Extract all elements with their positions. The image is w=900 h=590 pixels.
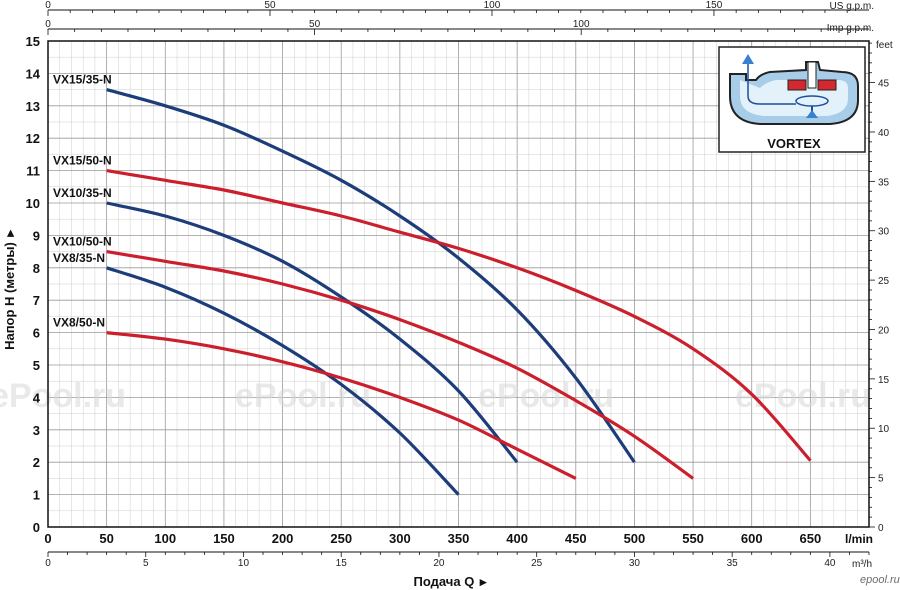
m3h-tick-label: 5 (143, 558, 149, 569)
m3h-tick-label: 20 (433, 558, 445, 569)
watermark-text: ePool.ru (0, 377, 126, 415)
imp-gpm-unit: Imp g.p.m. (827, 23, 874, 34)
series-label-vx15-35-n: VX15/35-N (53, 73, 112, 87)
watermark-text: ePool.ru (235, 377, 371, 415)
y-tick-label: 1 (33, 488, 40, 503)
x-tick-label: 250 (330, 531, 352, 546)
y-tick-label: 5 (33, 358, 40, 373)
y-tick-label: 8 (33, 261, 40, 276)
curve-vx8-50-n (106, 331, 577, 480)
y-axis-arrow: ▸ (2, 229, 17, 238)
x-tick-label: 500 (624, 531, 646, 546)
y-tick-label: 9 (33, 228, 40, 243)
series-label-vx8-50-n: VX8/50-N (53, 316, 105, 330)
feet-tick-label: 15 (878, 375, 890, 386)
feet-tick-label: 5 (878, 474, 884, 485)
x-unit-label: l/min (845, 532, 873, 546)
feet-tick-label: 40 (878, 128, 890, 139)
imp-gpm-tick-label: 100 (573, 19, 590, 30)
m3h-tick-label: 0 (45, 558, 51, 569)
y-axis-title: Напор H (метры) ▸ (2, 229, 17, 350)
x-tick-label: 200 (272, 531, 294, 546)
x-tick-label: 50 (99, 531, 113, 546)
feet-tick-label: 0 (878, 523, 884, 534)
m3h-tick-label: 30 (629, 558, 641, 569)
y-tick-label: 0 (33, 520, 40, 535)
corner-logo: epool.ru (860, 574, 900, 586)
us-gpm-tick-label: 100 (484, 0, 501, 11)
y-tick-label: 6 (33, 326, 40, 341)
y-tick-label: 3 (33, 423, 40, 438)
feet-unit: feet (876, 40, 893, 51)
series-label-vx15-50-n: VX15/50-N (53, 154, 112, 168)
m3h-tick-label: 15 (336, 558, 348, 569)
feet-tick-label: 35 (878, 177, 890, 188)
y-tick-label: 12 (26, 131, 40, 146)
imp-gpm-tick-label: 0 (45, 19, 51, 30)
m3h-tick-label: 40 (824, 558, 836, 569)
feet-tick-label: 25 (878, 276, 890, 287)
curve-vx8-35-n (106, 266, 460, 496)
inset-title: VORTEX (767, 136, 821, 151)
curve-vx15-35-n (106, 88, 636, 464)
feet-tick-label: 20 (878, 325, 890, 336)
watermark-text: ePool.ru (735, 377, 871, 415)
y-tick-label: 7 (33, 293, 40, 308)
feet-tick-label: 30 (878, 227, 890, 238)
series-label-vx10-50-n: VX10/50-N (53, 235, 112, 249)
x-axis-title: Подача Q ▸ (414, 574, 488, 589)
us-gpm-tick-label: 150 (706, 0, 723, 11)
feet-tick-label: 45 (878, 79, 890, 90)
x-tick-label: 350 (448, 531, 470, 546)
bottom-axes: 0 50 100 150 200 250 300 350 400 450 500 550 600 650 l… (44, 531, 873, 589)
x-tick-label: 600 (741, 531, 763, 546)
series-labels: VX15/35-N VX15/50-N VX10/35-N VX10/50-N VX8/… (53, 73, 112, 330)
x-tick-label: 450 (565, 531, 587, 546)
vortex-inset: VORTEX (718, 46, 866, 153)
plot-frame (47, 40, 870, 528)
top-axes: 0 50 100 150 0 50 100 US g.p.m. Imp g.p.m. (45, 0, 874, 35)
y-tick-label: 15 (26, 34, 40, 49)
imp-gpm-tick-label: 50 (309, 19, 321, 30)
series-label-vx8-35-n: VX8/35-N (53, 251, 105, 265)
y-tick-label: 2 (33, 455, 40, 470)
y-tick-label: 4 (33, 390, 41, 405)
m3h-tick-label: 25 (531, 558, 543, 569)
m3h-tick-label: 35 (727, 558, 739, 569)
x-tick-label: 400 (506, 531, 528, 546)
curve-vx15-50-n (106, 169, 812, 462)
y-tick-label: 13 (26, 99, 40, 114)
us-gpm-tick-label: 50 (264, 0, 276, 11)
x-tick-label: 150 (213, 531, 235, 546)
right-axis: 0 5 10 15 20 25 30 35 40 45 feet (869, 40, 893, 534)
series-label-vx10-35-n: VX10/35-N (53, 186, 112, 200)
feet-tick-label: 10 (878, 424, 890, 435)
x-tick-label: 650 (800, 531, 822, 546)
x-tick-label: 0 (44, 531, 51, 546)
series-layer (106, 88, 812, 496)
m3h-tick-label: 10 (238, 558, 250, 569)
y-tick-label: 14 (26, 66, 41, 81)
y-tick-label: 11 (26, 164, 40, 179)
m3h-unit-label: m³/h (852, 559, 872, 570)
vortex-impeller-diagram (729, 54, 859, 125)
x-tick-label: 300 (389, 531, 411, 546)
curve-vx10-50-n (106, 250, 695, 480)
x-tick-label: 550 (682, 531, 704, 546)
us-gpm-unit: US g.p.m. (830, 1, 874, 12)
curve-vx10-35-n (106, 201, 519, 464)
y-tick-label: 10 (26, 196, 40, 211)
x-tick-label: 100 (154, 531, 176, 546)
x-axis-arrow: ▸ (479, 574, 488, 589)
us-gpm-tick-label: 0 (45, 0, 51, 11)
